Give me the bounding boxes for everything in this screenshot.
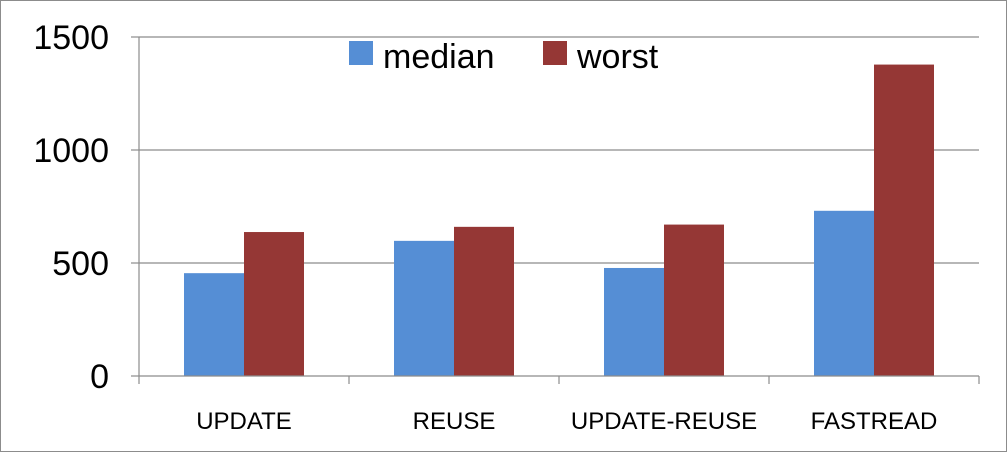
x-tick-label: UPDATE-REUSE	[571, 408, 757, 435]
y-tick-labels: 0 500 1000 1500	[33, 19, 109, 396]
legend: median worst	[349, 38, 659, 76]
legend-label-worst: worst	[576, 38, 659, 76]
y-tick-label: 500	[52, 245, 109, 283]
x-tick-labels: UPDATE REUSE UPDATE-REUSE FASTREAD	[196, 408, 937, 435]
y-tick-label: 1000	[33, 132, 109, 170]
legend-swatch-median	[349, 41, 373, 65]
x-tick-label: FASTREAD	[811, 408, 938, 435]
axes	[138, 37, 979, 377]
bar-worst-update-reuse	[664, 224, 724, 376]
x-tick-label: UPDATE	[196, 408, 292, 435]
y-tick-label: 1500	[33, 19, 109, 57]
bar-worst-update	[244, 232, 304, 376]
legend-label-median: median	[383, 38, 495, 76]
bar-median-update	[184, 273, 244, 376]
bar-median-reuse	[394, 240, 454, 376]
bar-median-fastread	[814, 210, 874, 376]
bars	[184, 64, 934, 377]
x-tick-label: REUSE	[413, 408, 496, 435]
legend-swatch-worst	[543, 41, 567, 65]
bar-worst-reuse	[454, 226, 514, 376]
bar-median-update-reuse	[604, 267, 664, 376]
bar-worst-fastread	[874, 64, 934, 377]
y-tick-label: 0	[90, 358, 109, 396]
